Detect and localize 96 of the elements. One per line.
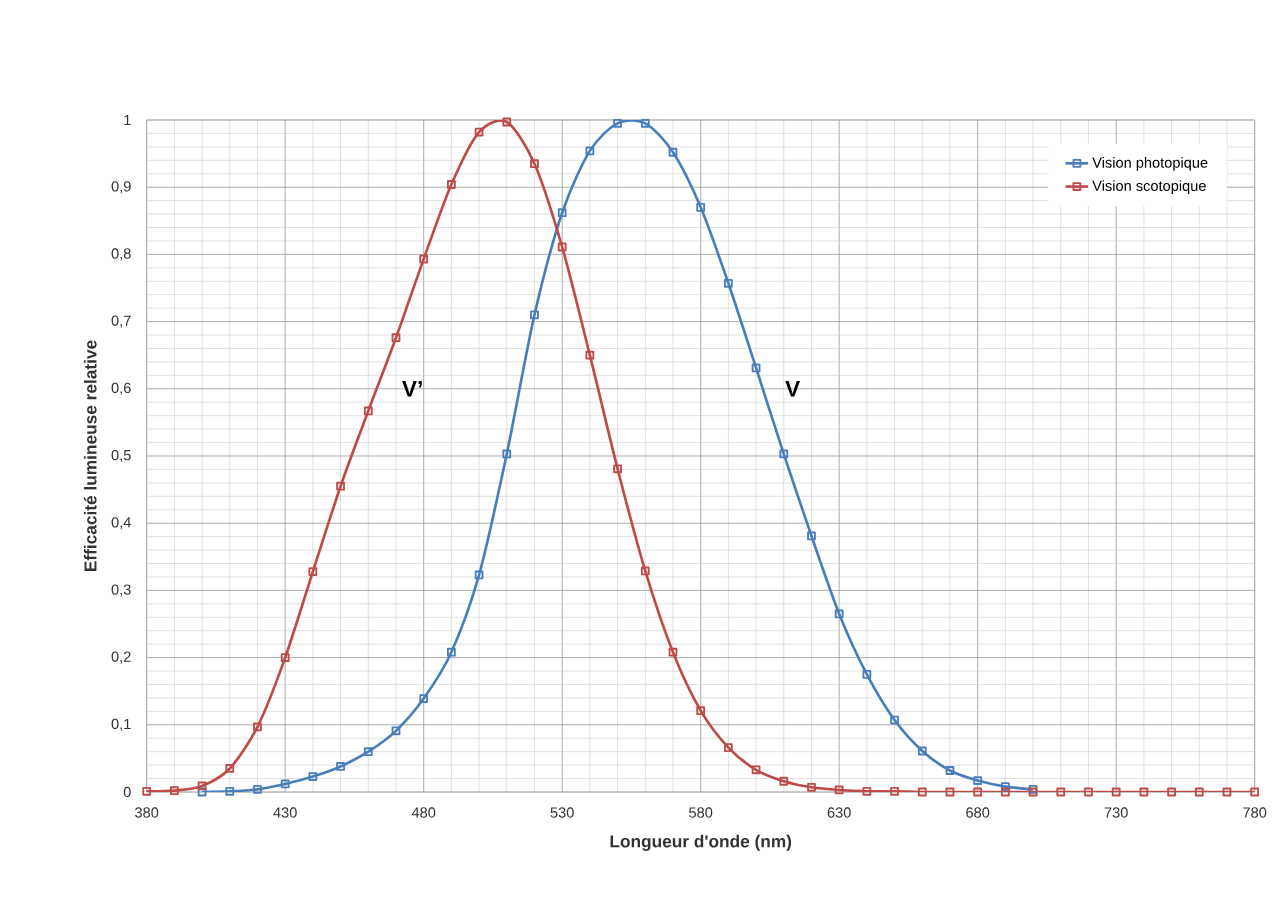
point bbox=[1084, 787, 1093, 797]
point bbox=[142, 786, 152, 796]
point bbox=[1250, 787, 1260, 797]
point bbox=[530, 310, 539, 320]
point bbox=[1111, 787, 1121, 797]
point bbox=[391, 333, 401, 343]
point bbox=[779, 776, 789, 786]
point bbox=[419, 254, 429, 264]
point bbox=[917, 787, 927, 797]
y-tick-label: 0 bbox=[123, 786, 131, 798]
point bbox=[585, 146, 595, 156]
x-tick-label: 580 bbox=[689, 807, 713, 818]
point bbox=[640, 566, 650, 576]
y-tick-label: 0,6 bbox=[111, 382, 131, 395]
point bbox=[945, 787, 955, 797]
annotation: V’ bbox=[402, 381, 422, 397]
x-tick-label: 480 bbox=[411, 807, 436, 818]
point bbox=[308, 567, 318, 576]
point bbox=[419, 694, 429, 703]
annotation: V bbox=[785, 381, 801, 397]
point bbox=[557, 242, 567, 252]
point bbox=[280, 653, 290, 662]
y-tick-label: 0,3 bbox=[111, 584, 131, 597]
y-tick-label: 0,1 bbox=[111, 718, 131, 731]
point bbox=[253, 784, 262, 794]
point bbox=[1222, 787, 1232, 797]
point bbox=[613, 464, 622, 474]
point bbox=[973, 787, 983, 797]
point bbox=[751, 765, 761, 775]
point bbox=[197, 787, 207, 797]
point bbox=[1139, 787, 1149, 797]
point bbox=[1000, 782, 1010, 792]
point bbox=[862, 670, 872, 679]
point bbox=[1194, 787, 1204, 797]
point bbox=[308, 772, 318, 781]
point bbox=[363, 747, 373, 757]
y-tick-label: 0,2 bbox=[111, 651, 131, 664]
point bbox=[557, 208, 567, 218]
x-axis-title: Longueur d'onde (nm) bbox=[610, 834, 792, 851]
point bbox=[834, 785, 844, 795]
point bbox=[890, 715, 899, 725]
point bbox=[751, 363, 761, 373]
point bbox=[779, 449, 789, 459]
point bbox=[502, 117, 512, 127]
point bbox=[613, 118, 622, 128]
point bbox=[917, 746, 927, 756]
point bbox=[834, 609, 844, 619]
point bbox=[253, 722, 262, 732]
x-tick-label: 380 bbox=[135, 807, 159, 818]
point bbox=[668, 147, 678, 157]
y-tick-label: 0,4 bbox=[111, 517, 131, 530]
point bbox=[807, 782, 816, 792]
point bbox=[640, 118, 650, 128]
point bbox=[336, 481, 345, 491]
point bbox=[363, 406, 373, 416]
y-tick-label: 0,9 bbox=[111, 181, 131, 194]
legend-label: Vision photopique bbox=[1092, 157, 1208, 171]
y-tick-label: 1 bbox=[124, 114, 131, 126]
x-tick-label: 780 bbox=[1243, 807, 1267, 818]
point bbox=[225, 786, 235, 796]
x-tick-label: 430 bbox=[273, 807, 297, 818]
point bbox=[668, 647, 678, 657]
x-tick-label: 680 bbox=[966, 807, 990, 818]
point bbox=[723, 743, 733, 753]
y-axis-title: Efficacité lumineuse relative bbox=[83, 340, 97, 571]
point bbox=[1167, 787, 1176, 797]
point bbox=[197, 781, 207, 791]
point bbox=[474, 570, 484, 580]
y-tick-label: 0,7 bbox=[111, 315, 131, 328]
point bbox=[169, 786, 179, 796]
point bbox=[446, 180, 456, 189]
point bbox=[391, 726, 401, 736]
point bbox=[696, 202, 706, 212]
point bbox=[502, 449, 512, 459]
point bbox=[474, 127, 484, 137]
point bbox=[1000, 787, 1010, 797]
y-tick-label: 0,8 bbox=[111, 248, 131, 261]
point bbox=[585, 350, 595, 360]
point bbox=[336, 762, 345, 771]
x-tick-label: 530 bbox=[550, 807, 574, 818]
point bbox=[1056, 787, 1066, 797]
point bbox=[696, 706, 706, 716]
point bbox=[723, 278, 733, 288]
point bbox=[807, 531, 816, 541]
point bbox=[446, 647, 456, 657]
y-tick-label: 0,5 bbox=[111, 449, 131, 463]
legend-label: Vision scotopique bbox=[1092, 180, 1206, 194]
point bbox=[225, 764, 235, 773]
x-tick-label: 730 bbox=[1104, 807, 1128, 818]
point bbox=[530, 159, 539, 169]
point bbox=[945, 766, 955, 775]
point bbox=[862, 786, 872, 796]
point bbox=[890, 786, 899, 796]
x-tick-label: 630 bbox=[827, 807, 851, 818]
point bbox=[973, 776, 983, 785]
point bbox=[280, 779, 290, 789]
